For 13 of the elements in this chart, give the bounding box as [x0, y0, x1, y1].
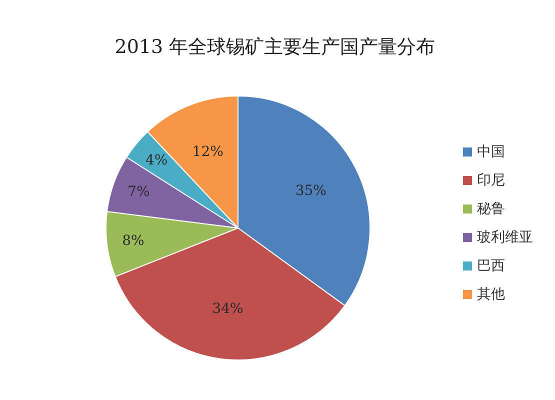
legend-label: 印尼	[477, 172, 505, 188]
legend-label: 巴西	[477, 258, 505, 274]
legend-label: 中国	[477, 144, 505, 160]
data-label: 8%	[122, 233, 144, 250]
legend-label: 玻利维亚	[477, 230, 533, 246]
data-label: 4%	[146, 152, 168, 169]
legend-label: 其他	[477, 286, 505, 302]
data-label: 7%	[128, 184, 150, 200]
data-label: 35%	[295, 182, 326, 199]
data-label: 12%	[192, 144, 224, 160]
title: 2013 年全球锡矿主要生产国产量分布	[114, 36, 436, 58]
legend-label: 秘鲁	[477, 201, 505, 217]
data-label: 34%	[212, 301, 244, 318]
